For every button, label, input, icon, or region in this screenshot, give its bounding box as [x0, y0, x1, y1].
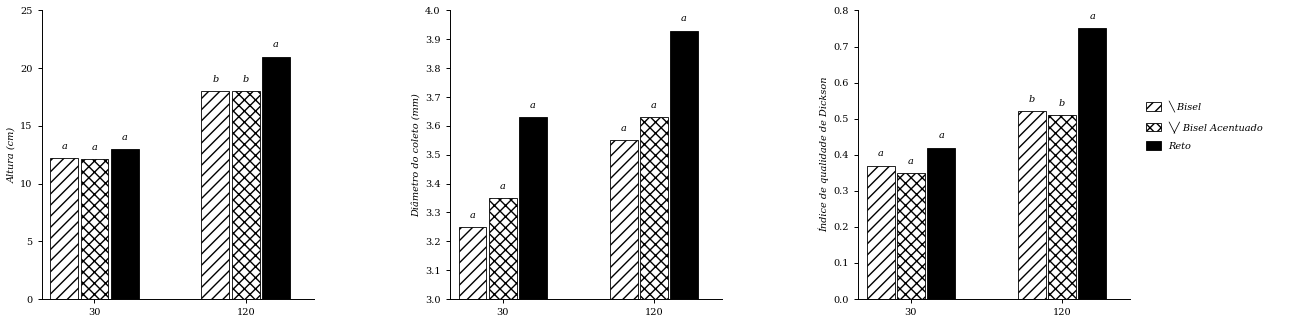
- Bar: [262, 57, 290, 299]
- Y-axis label: Diâmetro do coleto (mm): Diâmetro do coleto (mm): [412, 93, 421, 217]
- Bar: [1078, 29, 1107, 299]
- Bar: [927, 147, 955, 299]
- Text: b: b: [212, 75, 218, 84]
- Bar: [609, 140, 638, 299]
- Y-axis label: Índice de qualidade de Dickson: Índice de qualidade de Dickson: [818, 77, 829, 233]
- Bar: [898, 173, 925, 299]
- Text: b: b: [1029, 95, 1035, 104]
- Bar: [866, 166, 895, 299]
- Bar: [1048, 115, 1076, 299]
- Bar: [459, 227, 486, 299]
- Bar: [520, 117, 547, 299]
- Text: b: b: [243, 75, 248, 84]
- Text: a: a: [1090, 12, 1095, 21]
- Bar: [110, 149, 139, 299]
- Text: a: a: [122, 133, 127, 142]
- Text: b: b: [1059, 99, 1065, 108]
- Text: a: a: [878, 149, 883, 158]
- Text: a: a: [530, 101, 536, 110]
- Bar: [670, 31, 698, 299]
- Text: a: a: [469, 211, 475, 220]
- Y-axis label: Altura (cm): Altura (cm): [6, 127, 16, 183]
- Text: a: a: [61, 142, 68, 151]
- Bar: [231, 91, 260, 299]
- Bar: [640, 117, 668, 299]
- Text: a: a: [621, 124, 626, 133]
- Text: a: a: [273, 40, 279, 49]
- Legend: ╲ Bisel, ╲╱ Bisel Acentuado, Reto: ╲ Bisel, ╲╱ Bisel Acentuado, Reto: [1143, 98, 1267, 154]
- Bar: [488, 198, 517, 299]
- Text: a: a: [681, 15, 687, 23]
- Text: a: a: [908, 156, 913, 166]
- Bar: [1018, 111, 1046, 299]
- Bar: [51, 158, 78, 299]
- Text: a: a: [938, 131, 944, 140]
- Text: a: a: [651, 101, 657, 110]
- Text: a: a: [91, 143, 97, 152]
- Bar: [81, 159, 108, 299]
- Text: a: a: [500, 182, 505, 191]
- Bar: [201, 91, 230, 299]
